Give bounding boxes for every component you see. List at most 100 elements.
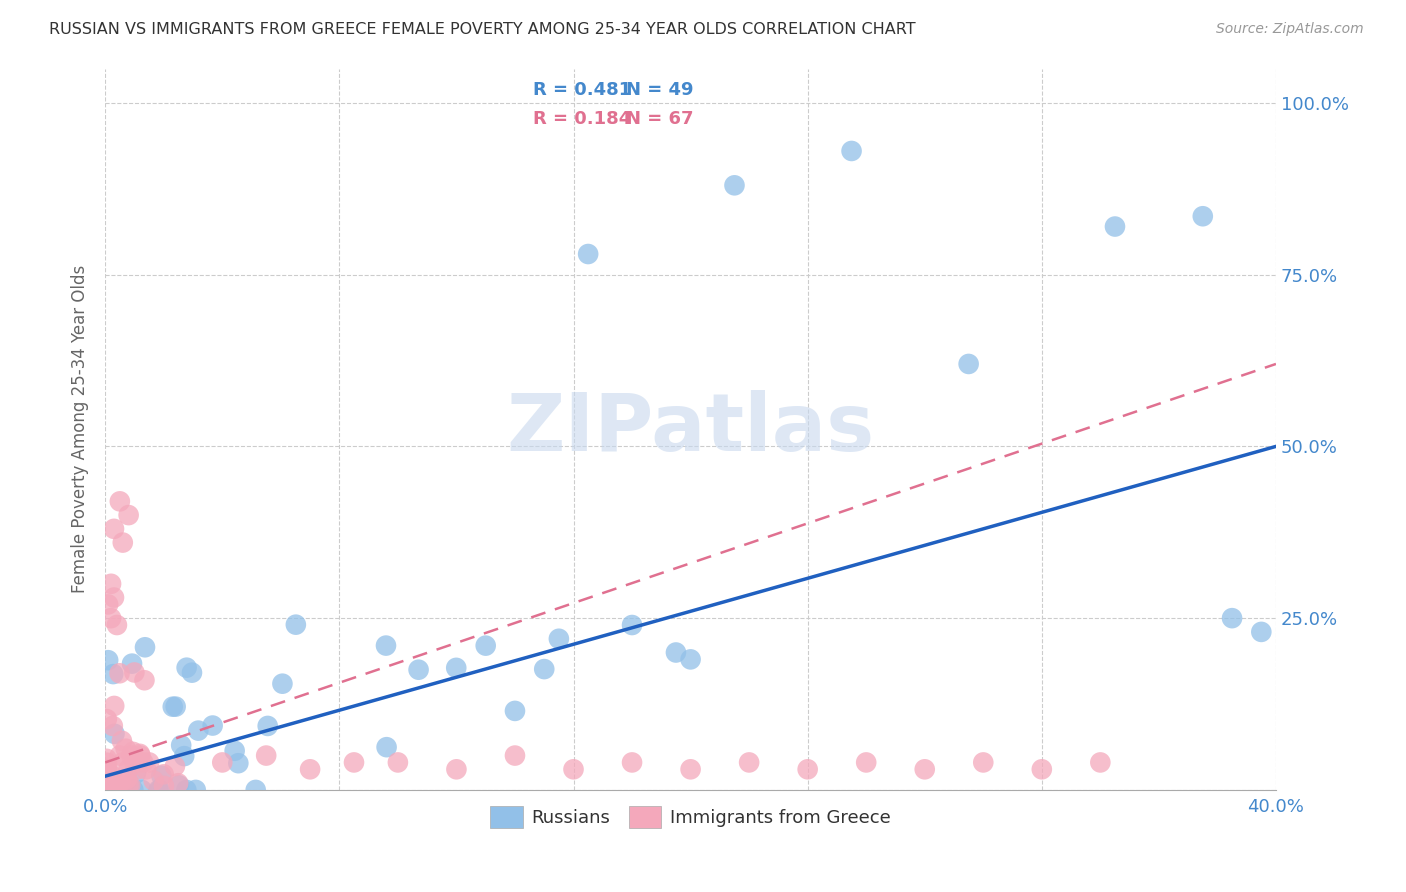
Point xyxy=(101,769,124,783)
Point xyxy=(446,762,468,776)
Point xyxy=(110,775,132,789)
Point xyxy=(163,759,186,773)
Point xyxy=(103,591,125,605)
Point xyxy=(125,766,148,780)
Point xyxy=(103,783,125,797)
Point xyxy=(170,738,193,752)
Point xyxy=(1220,611,1243,625)
Point xyxy=(387,756,409,770)
Point xyxy=(103,698,125,713)
Point xyxy=(503,748,526,763)
Point xyxy=(665,646,688,660)
Point xyxy=(621,756,644,770)
Text: ZIPatlas: ZIPatlas xyxy=(506,390,875,468)
Point xyxy=(100,779,122,793)
Point xyxy=(127,755,149,769)
Text: R = 0.184: R = 0.184 xyxy=(533,110,631,128)
Text: N = 67: N = 67 xyxy=(626,110,693,128)
Point xyxy=(96,763,118,777)
Point xyxy=(547,632,569,646)
Point xyxy=(138,756,160,770)
Point xyxy=(162,699,184,714)
Point xyxy=(96,756,118,770)
Point xyxy=(108,666,131,681)
Point xyxy=(129,748,152,763)
Point xyxy=(152,767,174,781)
Point xyxy=(108,748,131,763)
Point xyxy=(796,762,818,776)
Point xyxy=(184,783,207,797)
Point xyxy=(111,783,134,797)
Point xyxy=(121,748,143,763)
Point xyxy=(841,144,863,158)
Point xyxy=(444,661,467,675)
Point xyxy=(105,780,128,794)
Point xyxy=(343,756,366,770)
Point xyxy=(134,640,156,655)
Point xyxy=(120,778,142,792)
Point xyxy=(132,756,155,770)
Point xyxy=(117,762,139,776)
Point xyxy=(115,772,138,786)
Text: RUSSIAN VS IMMIGRANTS FROM GREECE FEMALE POVERTY AMONG 25-34 YEAR OLDS CORRELATI: RUSSIAN VS IMMIGRANTS FROM GREECE FEMALE… xyxy=(49,22,915,37)
Point xyxy=(375,740,398,755)
Point xyxy=(576,247,599,261)
Point xyxy=(100,611,122,625)
Point xyxy=(211,756,233,770)
Point xyxy=(187,723,209,738)
Point xyxy=(134,673,156,688)
Point xyxy=(181,665,204,680)
Point xyxy=(165,699,187,714)
Point xyxy=(271,676,294,690)
Point xyxy=(111,535,134,549)
Point xyxy=(150,769,173,783)
Point xyxy=(153,779,176,793)
Point xyxy=(103,522,125,536)
Point xyxy=(284,617,307,632)
Point xyxy=(100,576,122,591)
Point xyxy=(224,744,246,758)
Point xyxy=(1031,762,1053,776)
Point xyxy=(142,773,165,788)
Point xyxy=(148,783,170,797)
Point xyxy=(474,639,496,653)
Point xyxy=(957,357,980,371)
Point xyxy=(103,727,125,741)
Point xyxy=(679,652,702,666)
Point xyxy=(972,756,994,770)
Point xyxy=(122,745,145,759)
Point xyxy=(105,618,128,632)
Point xyxy=(1090,756,1112,770)
Point xyxy=(173,749,195,764)
Point xyxy=(149,783,172,797)
Point xyxy=(1191,209,1213,223)
Point xyxy=(245,783,267,797)
Point xyxy=(299,762,322,776)
Point xyxy=(167,776,190,790)
Point xyxy=(738,756,761,770)
Point xyxy=(503,704,526,718)
Text: N = 49: N = 49 xyxy=(626,81,693,99)
Point xyxy=(167,778,190,792)
Point xyxy=(97,653,120,667)
Point xyxy=(124,756,146,770)
Point xyxy=(679,762,702,776)
Point xyxy=(117,508,139,522)
Point xyxy=(124,665,146,680)
Text: R = 0.481: R = 0.481 xyxy=(533,81,631,99)
Point xyxy=(96,762,118,776)
Point xyxy=(101,775,124,789)
Point xyxy=(111,734,134,748)
Point xyxy=(117,778,139,792)
Point xyxy=(128,747,150,761)
Point xyxy=(562,762,585,776)
Point xyxy=(201,718,224,732)
Point xyxy=(176,783,198,797)
Point xyxy=(114,741,136,756)
Legend: Russians, Immigrants from Greece: Russians, Immigrants from Greece xyxy=(484,798,898,835)
Point xyxy=(228,756,250,771)
Point xyxy=(914,762,936,776)
Point xyxy=(108,494,131,508)
Point xyxy=(533,662,555,676)
Point xyxy=(375,639,398,653)
